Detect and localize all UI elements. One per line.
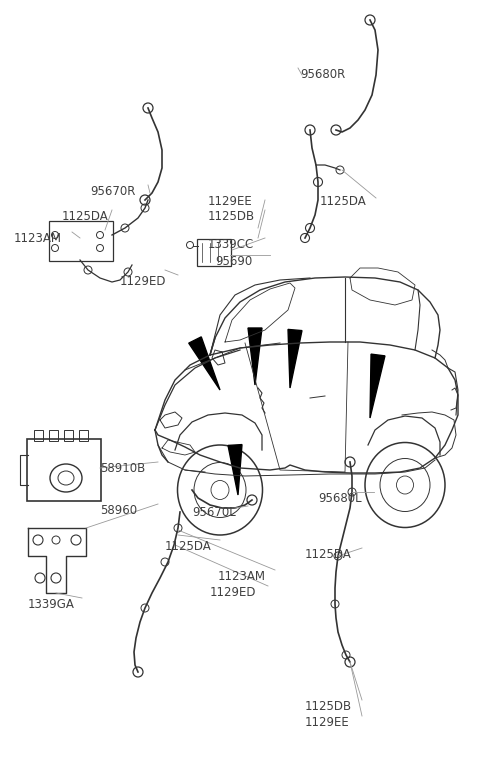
Text: 1125DB: 1125DB <box>208 210 255 223</box>
Text: 1125DA: 1125DA <box>165 540 212 553</box>
Text: 1125DB: 1125DB <box>305 700 352 713</box>
Text: 1123AM: 1123AM <box>14 232 62 245</box>
Text: 1129ED: 1129ED <box>210 586 256 599</box>
Text: 95680L: 95680L <box>318 492 361 505</box>
Text: 1129EE: 1129EE <box>305 716 350 729</box>
Polygon shape <box>189 337 220 390</box>
Polygon shape <box>288 330 302 388</box>
Text: 1129EE: 1129EE <box>208 195 253 208</box>
Text: 95670R: 95670R <box>90 185 135 198</box>
Text: 1125DA: 1125DA <box>62 210 109 223</box>
Polygon shape <box>370 354 385 418</box>
Text: 95690: 95690 <box>215 255 252 268</box>
Text: 58910B: 58910B <box>100 462 145 475</box>
Polygon shape <box>248 328 262 385</box>
Text: 58960: 58960 <box>100 504 137 517</box>
Text: 95680R: 95680R <box>300 68 345 81</box>
Text: 1125DA: 1125DA <box>305 548 352 561</box>
Text: 1339CC: 1339CC <box>208 238 254 251</box>
Text: 1123AM: 1123AM <box>218 570 266 583</box>
Text: 1339GA: 1339GA <box>28 598 75 611</box>
Text: 1129ED: 1129ED <box>120 275 167 288</box>
Text: 95670L: 95670L <box>192 506 236 519</box>
Text: 1125DA: 1125DA <box>320 195 367 208</box>
Polygon shape <box>228 445 242 495</box>
